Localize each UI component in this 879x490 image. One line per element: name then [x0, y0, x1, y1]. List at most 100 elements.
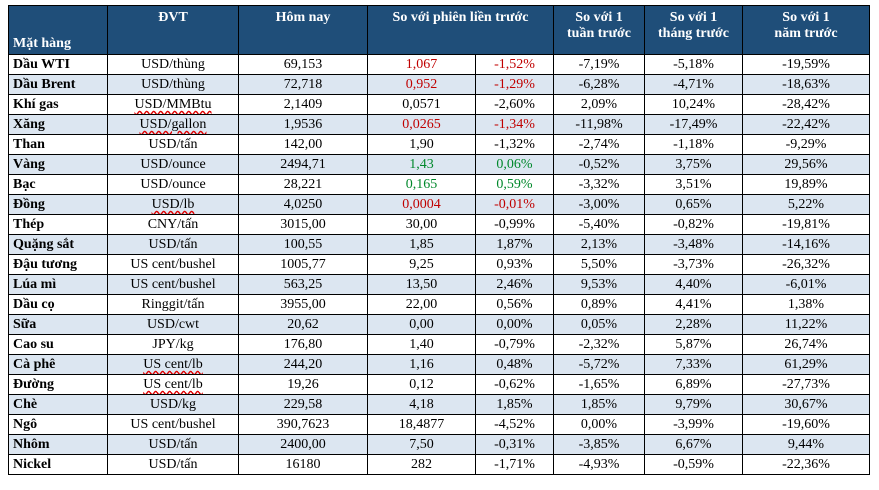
cell-item-name: Đường: [8, 374, 108, 395]
cell-today: 19,26: [238, 374, 368, 395]
cell-month-pct: -3,48%: [644, 234, 744, 255]
header-year-line2: năm trước: [774, 26, 838, 41]
cell-unit: USD/thùng: [107, 74, 239, 95]
table-row: Nhôm USD/tấn 2400,00 7,50 -0,31% -3,85% 6,67% 9…: [8, 434, 871, 455]
cell-change: 13,50: [367, 274, 476, 295]
header-row: Mặt hàng ĐVT Hôm nay So với phiên liền t…: [8, 5, 871, 55]
cell-unit: USD/tấn: [107, 434, 239, 455]
cell-change: 0,12: [367, 374, 476, 395]
cell-change-pct: -1,71%: [474, 454, 555, 475]
cell-change-pct: 1,85%: [474, 394, 555, 415]
cell-change-pct: -1,32%: [474, 134, 555, 155]
cell-today: 28,221: [238, 174, 368, 195]
cell-unit: Ringgit/tấn: [107, 294, 239, 315]
cell-change-pct: -1,34%: [474, 114, 555, 135]
cell-unit: USD/tấn: [107, 454, 239, 475]
cell-week-pct: -1,65%: [553, 374, 646, 395]
table-row: Dầu Brent USD/thùng 72,718 0,952 -1,29% -6,28…: [8, 74, 871, 95]
cell-item-name: Cao su: [8, 334, 108, 355]
cell-item-name: Đồng: [8, 194, 108, 215]
cell-month-pct: -3,99%: [644, 414, 744, 435]
cell-change: 1,16: [367, 354, 476, 375]
header-week-line2: tuần trước: [567, 26, 631, 41]
cell-today: 4,0250: [238, 194, 368, 215]
header-item: Mặt hàng: [8, 5, 108, 55]
cell-change-pct: 2,46%: [474, 274, 555, 295]
cell-unit: USD/MMBtu: [107, 94, 239, 115]
header-month-line1: So với 1: [669, 10, 718, 25]
cell-year-pct: -22,36%: [742, 454, 871, 475]
cell-year-pct: -19,59%: [742, 54, 871, 75]
cell-year-pct: -18,63%: [742, 74, 871, 95]
cell-change: 1,40: [367, 334, 476, 355]
cell-change: 1,85: [367, 234, 476, 255]
cell-item-name: Dầu WTI: [8, 54, 108, 75]
cell-change: 0,00: [367, 314, 476, 335]
cell-today: 563,25: [238, 274, 368, 295]
cell-unit: USD/lb: [107, 194, 239, 215]
cell-item-name: Dầu cọ: [8, 294, 108, 315]
header-today: Hôm nay: [238, 5, 368, 55]
cell-today: 229,58: [238, 394, 368, 415]
cell-year-pct: 1,38%: [742, 294, 871, 315]
table-row: Thép CNY/tấn 3015,00 30,00 -0,99% -5,40% -0,82…: [8, 214, 871, 235]
cell-change-pct: -2,60%: [474, 94, 555, 115]
cell-month-pct: 6,67%: [644, 434, 744, 455]
cell-today: 3955,00: [238, 294, 368, 315]
cell-week-pct: -5,72%: [553, 354, 646, 375]
table-row: Quặng sắt USD/tấn 100,55 1,85 1,87% 2,13% -3,4…: [8, 234, 871, 255]
cell-month-pct: -0,82%: [644, 214, 744, 235]
cell-month-pct: 5,87%: [644, 334, 744, 355]
cell-today: 69,153: [238, 54, 368, 75]
cell-year-pct: -26,32%: [742, 254, 871, 275]
table-row: Đường US cent/lb 19,26 0,12 -0,62% -1,65% 6,89…: [8, 374, 871, 395]
table-body: Dầu WTI USD/thùng 69,153 1,067 -1,52% -7,19% -…: [8, 54, 871, 475]
cell-change-pct: -0,31%: [474, 434, 555, 455]
cell-month-pct: 10,24%: [644, 94, 744, 115]
cell-unit: USD/gallon: [107, 114, 239, 135]
cell-week-pct: -4,93%: [553, 454, 646, 475]
cell-today: 16180: [238, 454, 368, 475]
cell-item-name: Ngô: [8, 414, 108, 435]
cell-unit: USD/ounce: [107, 154, 239, 175]
table-row: Than USD/tấn 142,00 1,90 -1,32% -2,74% -1,18% -…: [8, 134, 871, 155]
table-row: Sữa USD/cwt 20,62 0,00 0,00% 0,05% 2,28% 11,22%: [8, 314, 871, 335]
cell-item-name: Thép: [8, 214, 108, 235]
commodity-price-table: Mặt hàng ĐVT Hôm nay So với phiên liền t…: [8, 5, 871, 475]
cell-week-pct: 2,13%: [553, 234, 646, 255]
cell-change: 0,952: [367, 74, 476, 95]
cell-week-pct: 0,05%: [553, 314, 646, 335]
cell-year-pct: -28,42%: [742, 94, 871, 115]
cell-item-name: Quặng sắt: [8, 234, 108, 255]
cell-item-name: Chè: [8, 394, 108, 415]
table-row: Đồng USD/lb 4,0250 0,0004 -0,01% -3,00% 0,65% 5…: [8, 194, 871, 215]
cell-month-pct: 7,33%: [644, 354, 744, 375]
cell-today: 2400,00: [238, 434, 368, 455]
table-row: Bạc USD/ounce 28,221 0,165 0,59% -3,32% 3,51% 1…: [8, 174, 871, 195]
cell-today: 176,80: [238, 334, 368, 355]
cell-week-pct: 2,09%: [553, 94, 646, 115]
cell-change-pct: 0,59%: [474, 174, 555, 195]
cell-item-name: Nhôm: [8, 434, 108, 455]
cell-week-pct: -5,40%: [553, 214, 646, 235]
cell-today: 20,62: [238, 314, 368, 335]
cell-change-pct: -1,29%: [474, 74, 555, 95]
cell-unit: US cent/bushel: [107, 274, 239, 295]
cell-year-pct: 11,22%: [742, 314, 871, 335]
cell-unit: US cent/lb: [107, 354, 239, 375]
cell-item-name: Vàng: [8, 154, 108, 175]
cell-week-pct: 5,50%: [553, 254, 646, 275]
cell-month-pct: 9,79%: [644, 394, 744, 415]
cell-item-name: Cà phê: [8, 354, 108, 375]
table-row: Xăng USD/gallon 1,9536 0,0265 -1,34% -11,98% -…: [8, 114, 871, 135]
cell-change: 1,43: [367, 154, 476, 175]
cell-item-name: Nickel: [8, 454, 108, 475]
cell-item-name: Lúa mì: [8, 274, 108, 295]
cell-change: 1,067: [367, 54, 476, 75]
cell-month-pct: 3,51%: [644, 174, 744, 195]
cell-change: 0,0571: [367, 94, 476, 115]
cell-change-pct: -0,01%: [474, 194, 555, 215]
cell-change: 1,90: [367, 134, 476, 155]
cell-change-pct: 1,87%: [474, 234, 555, 255]
cell-month-pct: 3,75%: [644, 154, 744, 175]
